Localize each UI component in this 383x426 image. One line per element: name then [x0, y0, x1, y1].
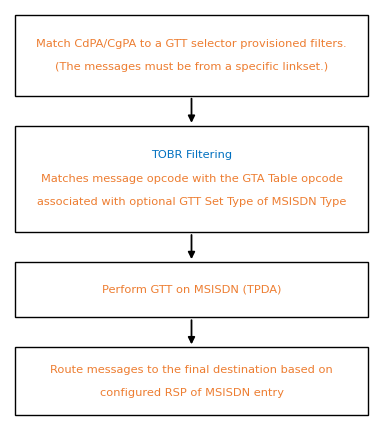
Text: (The messages must be from a specific linkset.): (The messages must be from a specific li…	[55, 62, 328, 72]
Text: Route messages to the final destination based on: Route messages to the final destination …	[50, 365, 333, 374]
Bar	[15, 126, 368, 232]
Text: Perform GTT on MSISDN (TPDA): Perform GTT on MSISDN (TPDA)	[102, 285, 281, 295]
Bar	[15, 15, 368, 96]
Text: Matches message opcode with the GTA Table opcode: Matches message opcode with the GTA Tabl…	[41, 174, 342, 184]
Text: configured RSP of MSISDN entry: configured RSP of MSISDN entry	[100, 388, 283, 398]
Text: Match CdPA/CgPA to a GTT selector provisioned filters.: Match CdPA/CgPA to a GTT selector provis…	[36, 39, 347, 49]
Bar	[15, 262, 368, 317]
Bar	[15, 347, 368, 415]
Text: associated with optional GTT Set Type of MSISDN Type: associated with optional GTT Set Type of…	[37, 197, 346, 207]
Text: TOBR Filtering: TOBR Filtering	[151, 150, 232, 161]
